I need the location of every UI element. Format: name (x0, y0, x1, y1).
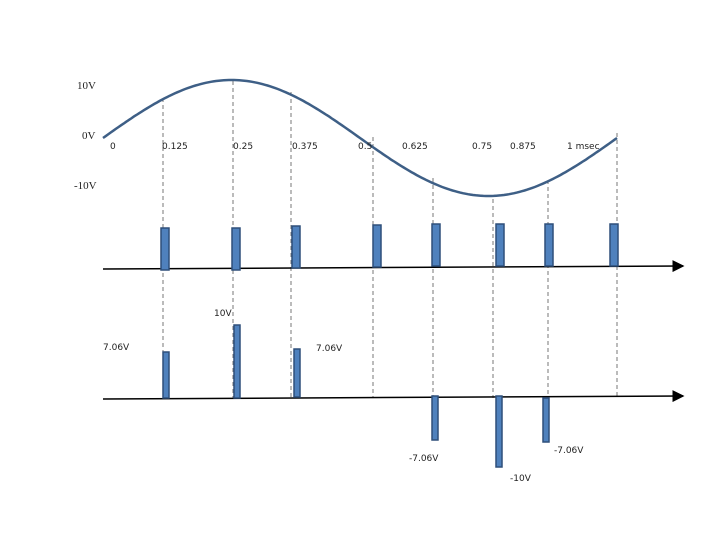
x-label: 0.625 (402, 142, 428, 152)
sample-label: -10V (510, 474, 532, 484)
x-label: 0.5 (358, 142, 372, 152)
x-label: 0.375 (292, 142, 318, 152)
y-label: -10V (74, 180, 97, 192)
x-label: 0.875 (510, 142, 536, 152)
x-label: 0 (110, 142, 116, 152)
x-label: 0.125 (162, 142, 188, 152)
sample-label: 7.06V (316, 344, 343, 354)
sine-wave (102, 78, 618, 198)
sampled-signal (102, 324, 685, 468)
y-label: 10V (77, 80, 96, 92)
sample-label: -7.06V (554, 446, 584, 456)
x-label: 0.25 (233, 142, 253, 152)
x-label: 1 msec (567, 142, 600, 152)
pulse-train (102, 223, 685, 273)
x-label: 0.75 (472, 142, 492, 152)
sample-label: -7.06V (409, 454, 439, 464)
sample-label: 10V (214, 309, 232, 319)
y-label: 0V (82, 130, 96, 142)
sample-label: 7.06V (103, 343, 130, 353)
